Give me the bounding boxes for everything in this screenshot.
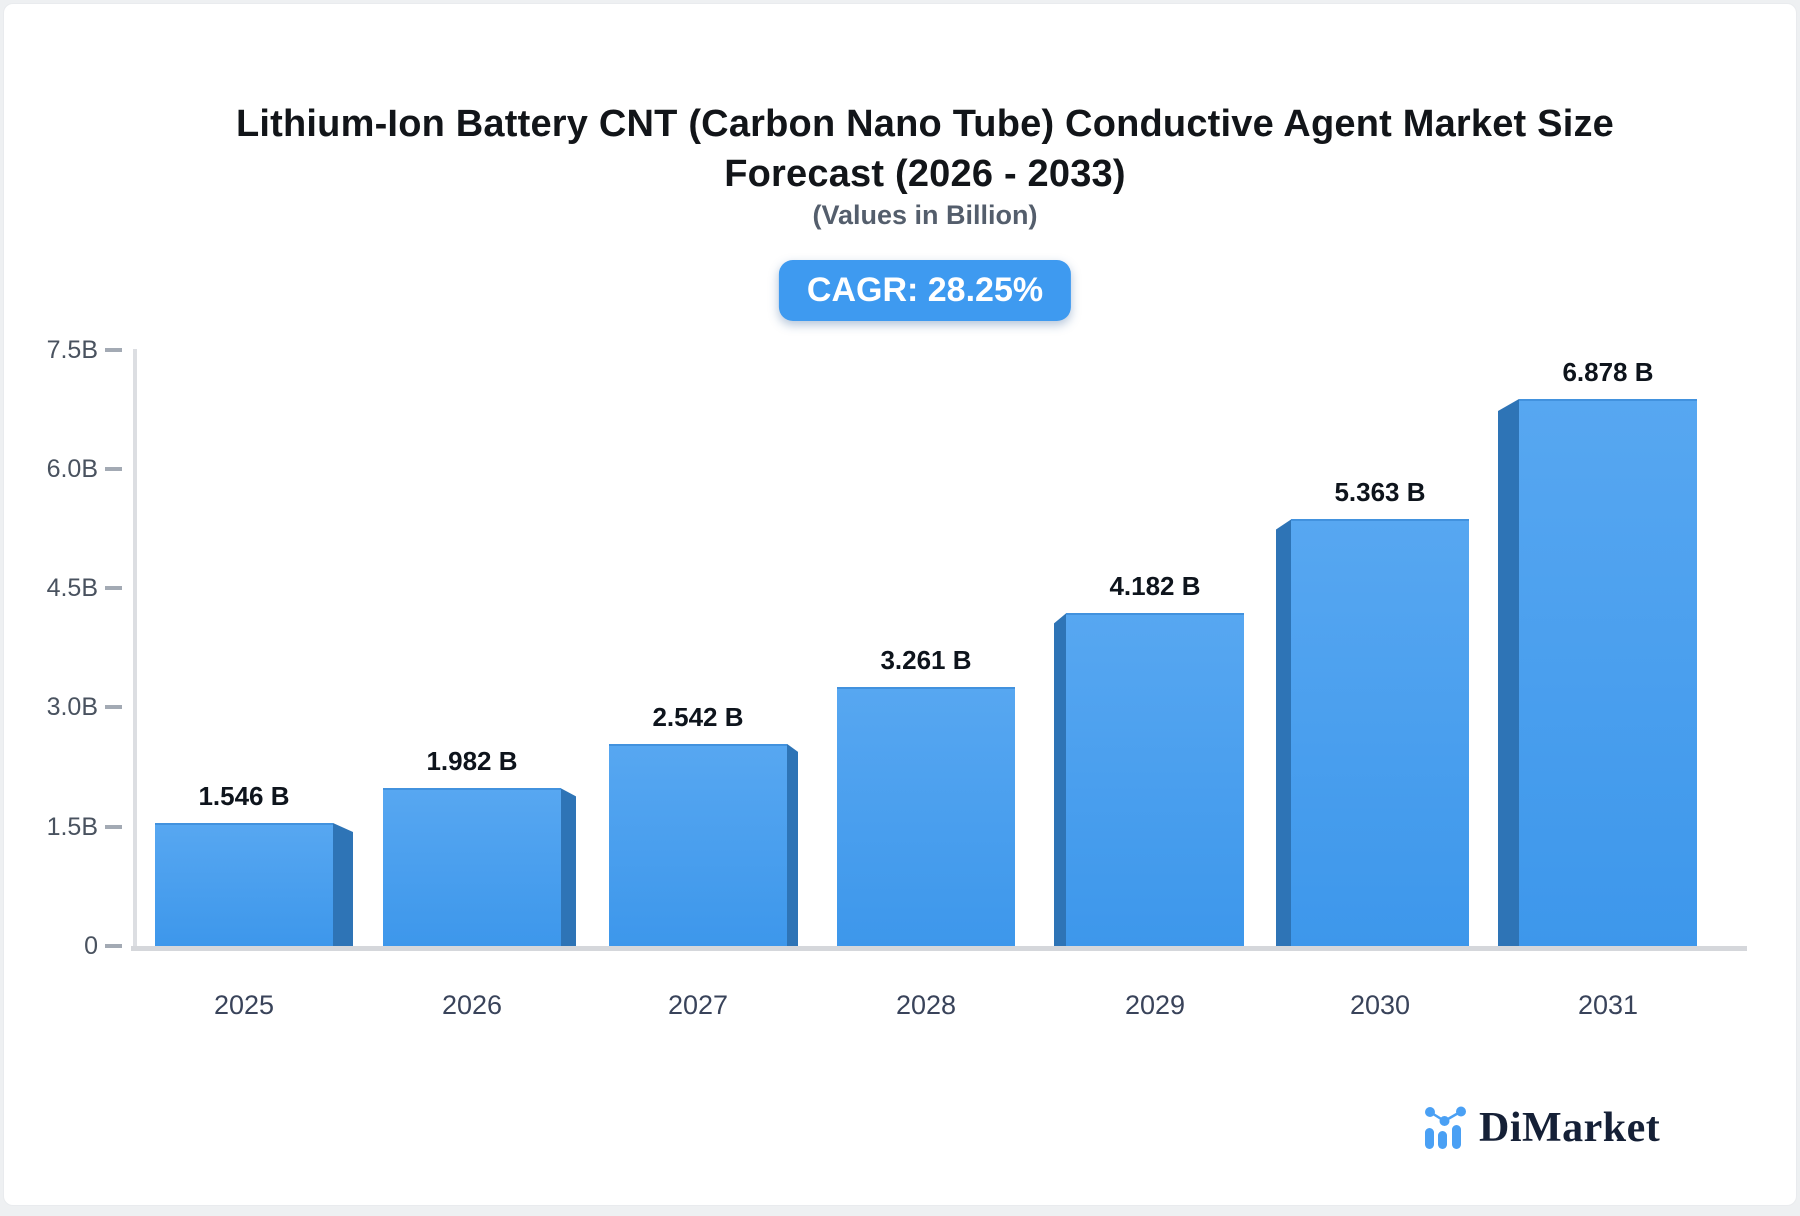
brand-name: DiMarket	[1479, 1105, 1661, 1151]
x-tick-label: 2029	[1124, 990, 1186, 1020]
y-tick-label: 7.5B	[46, 335, 98, 364]
x-tick-label: 2031	[1577, 990, 1639, 1020]
bar-value-label: 3.261 B	[880, 644, 972, 675]
bar-value-label: 2.542 B	[652, 701, 744, 732]
bar-2029	[1066, 613, 1244, 946]
y-tick-dash	[105, 586, 122, 591]
bar-side-face	[1054, 613, 1066, 946]
x-tick-label: 2026	[441, 990, 503, 1020]
bar-chart: 7.5B 6.0B 4.5B 3.0B 1.5B 0 1.546 B 1.982 B 2.54…	[4, 4, 1800, 1216]
bar-line-chart-icon	[1425, 1106, 1466, 1149]
chart-title-line2: Forecast (2026 - 2033)	[724, 153, 1126, 195]
y-tick-dash	[105, 824, 122, 829]
x-axis-line	[131, 946, 1747, 951]
bar-side-face	[1498, 398, 1519, 946]
brand-logo: DiMarket	[1423, 1100, 1723, 1160]
y-tick-label: 4.5B	[46, 574, 98, 603]
bar-value-label: 4.182 B	[1109, 571, 1201, 602]
bar-2030	[1291, 519, 1469, 946]
bar-2031	[1519, 398, 1697, 946]
y-axis-line	[133, 349, 137, 951]
bar-2025	[155, 823, 333, 946]
bar-value-label: 6.878 B	[1562, 356, 1654, 387]
x-tick-label: 2028	[895, 990, 957, 1020]
bar-2026	[383, 788, 561, 946]
y-tick-label: 1.5B	[46, 812, 98, 841]
cagr-badge: CAGR: 28.25%	[778, 260, 1072, 321]
chart-card: Lithium-Ion Battery CNT (Carbon Nano Tub…	[3, 3, 1797, 1206]
x-tick-label: 2030	[1349, 990, 1411, 1020]
bar-side-face	[787, 743, 798, 946]
chart-title: Lithium-Ion Battery CNT (Carbon Nano Tub…	[25, 99, 1800, 199]
y-tick-dash	[105, 705, 122, 710]
bar-value-label: 1.982 B	[426, 746, 518, 777]
bar-value-label: 1.546 B	[198, 781, 290, 812]
bar-value-label: 5.363 B	[1334, 477, 1426, 508]
y-tick-dash	[105, 466, 122, 471]
y-tick-label: 3.0B	[46, 693, 98, 722]
y-tick-label: 6.0B	[46, 454, 98, 483]
chart-title-line1: Lithium-Ion Battery CNT (Carbon Nano Tub…	[235, 103, 1615, 145]
y-tick-dash	[105, 944, 122, 948]
x-tick-label: 2027	[667, 990, 729, 1020]
y-tick-label: 0	[84, 932, 98, 960]
chart-subtitle: (Values in Billion)	[812, 200, 1038, 230]
bar-side-face	[561, 788, 576, 946]
bar-side-face	[1276, 519, 1291, 946]
bar-2027	[609, 743, 787, 946]
x-tick-label: 2025	[213, 990, 275, 1020]
bar-side-face	[333, 823, 353, 946]
bar-2028	[837, 686, 1015, 946]
y-tick-dash	[105, 347, 122, 352]
